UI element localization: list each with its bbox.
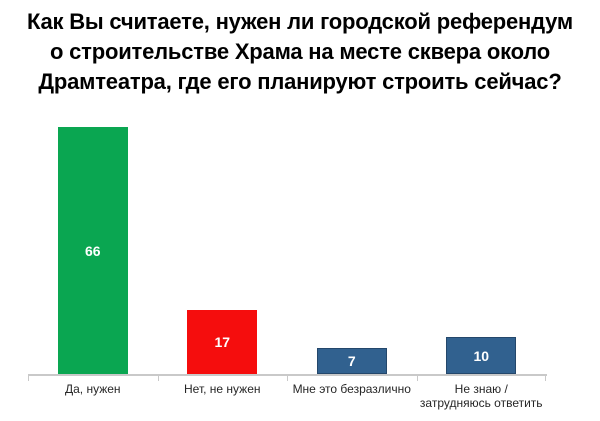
- axis-tick: [158, 374, 159, 381]
- bar-1: 66: [57, 127, 128, 374]
- category-axis-labels: Да, нужен Нет, не нужен Мне это безразличн…: [28, 382, 546, 410]
- bar-3: 7: [316, 348, 387, 374]
- bar-slot: 66: [28, 120, 158, 374]
- category-label: Не знаю / затрудняюсь ответить: [419, 382, 543, 410]
- bar-value-label: 10: [473, 347, 490, 364]
- bar-2: 17: [187, 310, 258, 374]
- category-label: Мне это безразлично: [292, 382, 411, 396]
- axis-tick: [417, 374, 418, 381]
- axis-tick: [545, 374, 546, 381]
- plot-area: 66 17 7 10: [28, 120, 546, 374]
- x-axis-ticks: [28, 374, 546, 381]
- chart-title: Как Вы считаете, нужен ли городской рефе…: [0, 7, 600, 97]
- category-label: Нет, не нужен: [184, 382, 261, 396]
- axis-tick: [28, 374, 29, 381]
- axis-tick: [287, 374, 288, 381]
- chart-title-line-2: о строительстве Храма на месте сквера ок…: [49, 39, 551, 64]
- bar-4: 10: [446, 337, 517, 374]
- bar-value-label: 17: [214, 334, 231, 350]
- bar-slot: 7: [287, 120, 417, 374]
- bar-slot: 17: [158, 120, 288, 374]
- bar-slot: 10: [417, 120, 547, 374]
- bar-value-label: 7: [347, 353, 356, 369]
- chart-title-line-3: Драмтеатра, где его планируют строить се…: [38, 69, 562, 94]
- chart-title-line-1: Как Вы считаете, нужен ли городской рефе…: [26, 9, 574, 34]
- bar-value-label: 66: [84, 242, 101, 259]
- category-label: Да, нужен: [64, 382, 121, 396]
